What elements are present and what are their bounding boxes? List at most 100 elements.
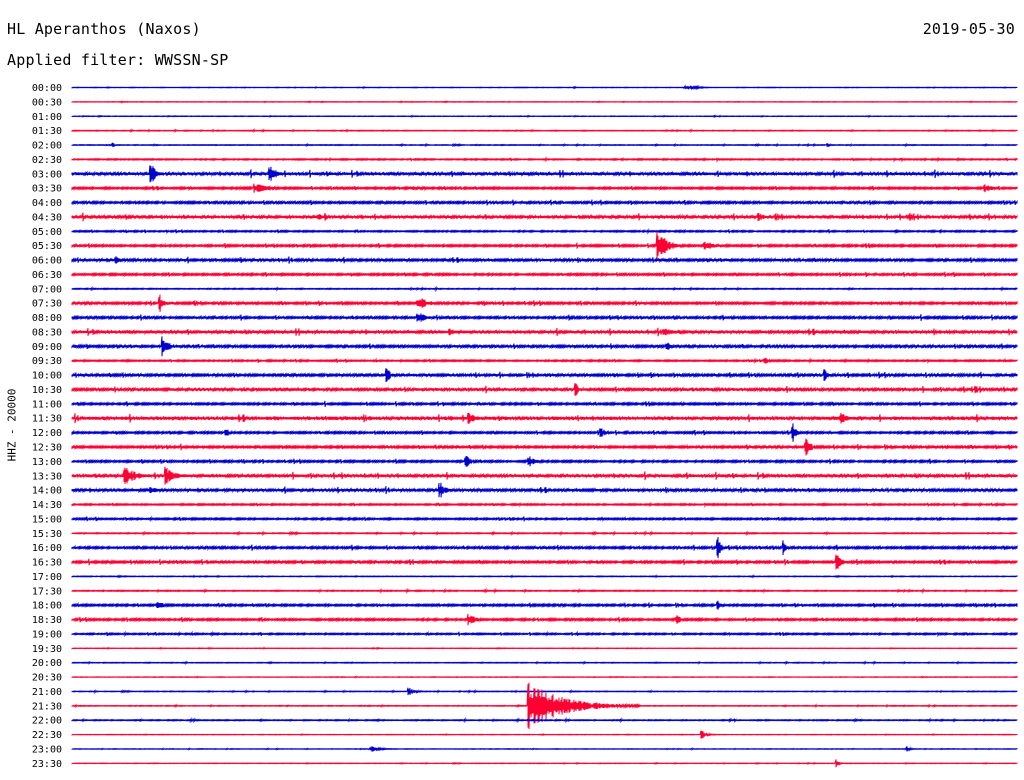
seismic-trace <box>71 717 1018 724</box>
time-tick-label: 18:30 <box>32 615 62 626</box>
time-tick-label: 12:00 <box>32 428 62 439</box>
time-tick-label: 11:00 <box>32 399 62 410</box>
time-tick-label: 21:00 <box>32 687 62 698</box>
seismic-trace <box>71 600 1018 610</box>
seismic-trace <box>71 327 1018 337</box>
time-tick-label: 17:00 <box>32 572 62 583</box>
seismic-trace <box>71 114 1018 119</box>
time-tick-label: 16:30 <box>32 558 62 569</box>
seismic-trace <box>71 199 1018 206</box>
time-tick-label: 15:30 <box>32 529 62 540</box>
seismic-trace <box>71 501 1018 509</box>
seismic-trace <box>71 212 1018 222</box>
time-tick-label: 05:30 <box>32 241 62 252</box>
time-tick-label: 19:00 <box>32 629 62 640</box>
time-tick-label: 06:00 <box>32 256 62 267</box>
seismic-trace <box>71 294 1018 312</box>
seismic-trace <box>71 746 1018 752</box>
time-tick-label: 13:30 <box>32 471 62 482</box>
seismic-trace <box>71 630 1018 638</box>
seismic-trace <box>71 231 1018 260</box>
time-tick-label: 08:00 <box>32 313 62 324</box>
seismic-trace <box>71 456 1018 467</box>
time-tick-label: 21:30 <box>32 701 62 712</box>
seismic-trace <box>71 183 1018 193</box>
time-tick-label: 10:00 <box>32 371 62 382</box>
time-tick-label: 09:30 <box>32 356 62 367</box>
time-tick-label: 02:00 <box>32 141 62 152</box>
time-tick-label: 07:30 <box>32 299 62 310</box>
time-tick-label: 07:00 <box>32 284 62 295</box>
trace-group <box>71 84 1018 768</box>
seismic-trace <box>71 84 1018 91</box>
seismic-trace <box>71 285 1018 293</box>
seismic-trace <box>71 574 1018 579</box>
seismic-trace <box>71 682 1018 730</box>
time-tick-label: 14:30 <box>32 500 62 511</box>
seismic-trace <box>71 646 1018 651</box>
seismic-trace <box>71 142 1018 148</box>
time-tick-label: 04:00 <box>32 198 62 209</box>
seismic-trace <box>71 128 1018 134</box>
seismic-trace <box>71 156 1018 163</box>
time-tick-label: 08:30 <box>32 327 62 338</box>
time-tick-label: 20:30 <box>32 673 62 684</box>
station-title: HL Aperanthos (Naxos) <box>7 20 201 38</box>
seismic-trace <box>71 537 1018 559</box>
seismic-trace <box>71 271 1018 278</box>
time-tick-label: 20:00 <box>32 658 62 669</box>
time-tick-label: 10:30 <box>32 385 62 396</box>
time-tick-label: 01:30 <box>32 126 62 137</box>
tick-label-group: 00:00 00:30 01:00 01:30 02:00 02:30 03:00 03:30… <box>32 83 62 770</box>
seismic-trace <box>71 368 1018 383</box>
time-tick-label: 09:00 <box>32 342 62 353</box>
seismic-trace <box>71 613 1018 626</box>
time-tick-label: 00:30 <box>32 97 62 108</box>
seismic-trace <box>71 400 1018 408</box>
seismic-trace <box>71 675 1018 679</box>
seismic-trace <box>71 515 1018 523</box>
time-tick-label: 14:00 <box>32 486 62 497</box>
date-label: 2019-05-30 <box>922 20 1015 38</box>
seismic-trace <box>71 423 1018 442</box>
time-tick-label: 03:30 <box>32 184 62 195</box>
seismic-trace <box>71 687 1018 696</box>
seismic-trace <box>71 438 1018 456</box>
seismic-trace <box>71 759 1018 768</box>
seismic-trace <box>71 100 1018 104</box>
time-tick-label: 16:00 <box>32 543 62 554</box>
seismic-trace <box>71 383 1018 396</box>
time-tick-label: 22:00 <box>32 716 62 727</box>
time-tick-label: 01:00 <box>32 112 62 123</box>
time-tick-label: 23:30 <box>32 759 62 770</box>
time-tick-label: 11:30 <box>32 414 62 425</box>
seismic-trace <box>71 660 1018 666</box>
time-tick-label: 05:00 <box>32 227 62 238</box>
seismic-trace <box>71 466 1018 485</box>
time-tick-label: 04:30 <box>32 212 62 223</box>
seismic-trace <box>71 165 1018 183</box>
seismic-trace <box>71 587 1018 595</box>
time-tick-label: 13:00 <box>32 457 62 468</box>
time-tick-label: 19:30 <box>32 644 62 655</box>
time-tick-label: 02:30 <box>32 155 62 166</box>
time-tick-label: 18:00 <box>32 601 62 612</box>
time-tick-label: 17:30 <box>32 586 62 597</box>
time-tick-label: 03:00 <box>32 169 62 180</box>
seismic-trace <box>71 357 1018 365</box>
filter-label: Applied filter: WWSSN-SP <box>7 51 229 69</box>
time-tick-label: 06:30 <box>32 270 62 281</box>
time-tick-label: 15:00 <box>32 514 62 525</box>
seismic-trace <box>71 336 1018 357</box>
time-tick-label: 22:30 <box>32 730 62 741</box>
time-tick-label: 12:30 <box>32 443 62 454</box>
seismic-trace <box>71 530 1018 537</box>
seismic-trace <box>71 730 1018 739</box>
seismic-trace <box>71 412 1018 424</box>
seismic-trace <box>71 554 1018 570</box>
seismic-trace <box>71 228 1018 235</box>
time-tick-label: 00:00 <box>32 83 62 94</box>
seismic-trace <box>71 482 1018 498</box>
time-tick-label: 23:00 <box>32 744 62 755</box>
